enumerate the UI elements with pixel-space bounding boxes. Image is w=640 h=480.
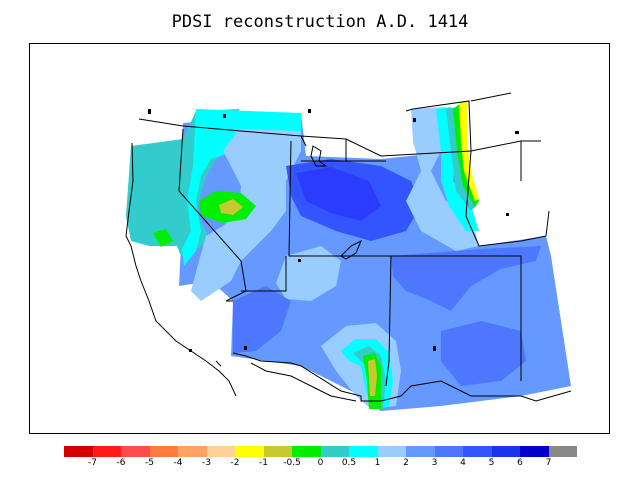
region-darkest-blue xyxy=(296,167,381,221)
colorbar-swatch xyxy=(406,446,435,457)
region-cyan xyxy=(182,109,301,266)
region-blue-east xyxy=(391,246,541,311)
colorbar-swatch xyxy=(235,446,264,457)
colorbar-swatch xyxy=(263,446,292,457)
colorbar-swatch xyxy=(349,446,378,457)
map-frame xyxy=(29,43,610,434)
colorbar-tick-label: 5 xyxy=(488,458,495,468)
region-yellow-south xyxy=(368,359,377,396)
colorbar-tick-label: 1 xyxy=(374,458,381,468)
region-green-ca xyxy=(153,229,173,247)
colorbar-tick-label: 2 xyxy=(403,458,409,468)
colorbar-swatch xyxy=(64,446,93,457)
region-blue-sw xyxy=(233,286,291,353)
pdsi-map xyxy=(125,92,572,411)
colorbar-tick-label: -7 xyxy=(88,458,97,468)
colorbar-tick-label: 0.5 xyxy=(341,458,357,468)
colorbar-tick-label: -5 xyxy=(145,458,154,468)
pdsi-colorbar xyxy=(64,446,577,457)
great-salt-lake xyxy=(310,145,362,260)
colorbar-swatch xyxy=(292,446,321,457)
colorbar-tick-label: 4 xyxy=(460,458,466,468)
colorbar-swatch xyxy=(206,446,235,457)
colorbar-swatch xyxy=(149,446,178,457)
colorbar-tick-label: -6 xyxy=(116,458,126,468)
colorbar-swatch xyxy=(178,446,207,457)
colorbar-swatch xyxy=(491,446,520,457)
colorbar-swatch xyxy=(377,446,406,457)
colorbar-tick-label: -0.5 xyxy=(283,458,301,468)
map-title: PDSI reconstruction A.D. 1414 xyxy=(171,12,469,32)
colorbar-swatch xyxy=(434,446,463,457)
region-cyan-east xyxy=(436,107,479,231)
region-yellow-east xyxy=(459,101,479,201)
boundary-lines xyxy=(125,92,572,402)
colorbar-swatch xyxy=(121,446,150,457)
colorbar-tick-label: 3 xyxy=(431,458,438,468)
colorbar-swatch xyxy=(320,446,349,457)
region-light-blue-central xyxy=(276,246,341,301)
region-green-east xyxy=(453,103,479,207)
colorbar-swatch xyxy=(520,446,549,457)
colorbar-tick-labels: -7 -6 -5 -4 -3 -2 -1 -0.5 0 0.5 1 2 3 4 5 6 7 xyxy=(0,458,640,472)
colorbar-tick-label: -2 xyxy=(230,458,240,468)
colorbar-swatch xyxy=(92,446,121,457)
colorbar-tick-label: 7 xyxy=(545,458,552,468)
colorbar-tick-label: -1 xyxy=(259,458,268,468)
colorbar-swatch xyxy=(463,446,492,457)
region-blue-se xyxy=(441,321,526,386)
colorbar-tick-label: -4 xyxy=(173,458,183,468)
colorbar-tick-label: -3 xyxy=(202,458,211,468)
lake-markers xyxy=(148,109,519,352)
colorbar-tick-label: 0 xyxy=(317,458,324,468)
colorbar-tick-label: 6 xyxy=(517,458,523,468)
colorbar-swatch xyxy=(548,446,577,457)
region-olive-nevada xyxy=(219,199,243,215)
